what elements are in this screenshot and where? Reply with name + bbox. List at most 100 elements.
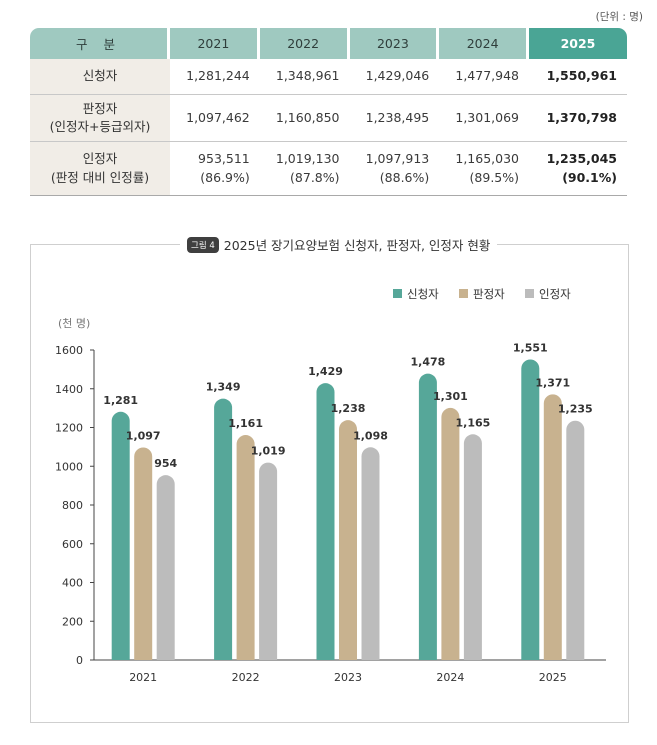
row-label: 인정자 (판정 대비 인정률) xyxy=(30,142,170,196)
table-cell: 953,511 (86.9%) xyxy=(170,142,260,196)
table-row: 신청자 1,281,244 1,348,961 1,429,046 1,477,… xyxy=(30,59,627,95)
table-cell: 1,550,961 xyxy=(529,59,627,95)
cell-value: 1,348,961 xyxy=(275,68,340,84)
table-cell: 1,477,948 xyxy=(439,59,529,95)
row-label-line: 신청자 xyxy=(82,68,118,84)
data-label: 1,281 xyxy=(103,394,138,407)
data-label: 1,429 xyxy=(308,365,343,378)
header-year: 2024 xyxy=(439,28,529,59)
cell-rate: (88.6%) xyxy=(379,169,430,185)
cell-value: 1,550,961 xyxy=(546,68,617,84)
y-axis-label: (천 명) xyxy=(58,316,90,330)
y-tick-label: 1000 xyxy=(55,460,83,473)
cell-value: 1,477,948 xyxy=(455,68,519,84)
bar-인정자-2021 xyxy=(156,475,175,660)
cell-rate: (86.9%) xyxy=(200,169,250,185)
header-year: 2021 xyxy=(170,28,260,59)
cell-value: 1,165,030 xyxy=(455,151,519,167)
bar-판정자-2024 xyxy=(441,407,460,660)
data-label: 1,097 xyxy=(126,429,161,442)
data-label: 1,019 xyxy=(251,445,286,458)
y-tick-label: 1600 xyxy=(55,344,83,357)
bar-판정자-2021 xyxy=(134,447,153,660)
cell-value: 953,511 xyxy=(198,151,250,167)
bar-인정자-2023 xyxy=(361,447,380,660)
bar-신청자-2025 xyxy=(521,359,540,660)
y-tick-label: 1400 xyxy=(55,383,83,396)
x-tick-label: 2021 xyxy=(129,671,157,684)
bar-인정자-2024 xyxy=(463,434,482,660)
data-label: 954 xyxy=(154,457,177,470)
row-label-line: 인정자 xyxy=(82,151,118,167)
data-label: 1,478 xyxy=(411,356,446,369)
data-label: 1,238 xyxy=(331,402,366,415)
bar-인정자-2022 xyxy=(259,462,278,660)
table-cell: 1,160,850 xyxy=(259,95,350,142)
table-row: 판정자 (인정자+등급외자) 1,097,462 1,160,850 1,238… xyxy=(30,95,627,142)
stats-table: 구 분 2021 2022 2023 2024 2025 신청자 1,281,2… xyxy=(30,28,627,196)
legend-swatch xyxy=(393,289,402,298)
y-tick-label: 800 xyxy=(62,499,83,512)
data-label: 1,098 xyxy=(353,429,388,442)
table-header-row: 구 분 2021 2022 2023 2024 2025 xyxy=(30,28,627,59)
cell-value: 1,097,462 xyxy=(186,109,250,125)
cell-value: 1,019,130 xyxy=(275,151,340,167)
table-cell: 1,019,130 (87.8%) xyxy=(259,142,350,196)
header-category: 구 분 xyxy=(30,28,170,59)
chart-title: 2025년 장기요양보험 신청자, 판정자, 인정자 현황 xyxy=(223,238,491,253)
table-cell: 1,238,495 xyxy=(349,95,440,142)
y-tick-label: 200 xyxy=(62,615,83,628)
row-label-subline: (판정 대비 인정률) xyxy=(50,169,150,185)
y-tick-label: 0 xyxy=(76,654,83,667)
x-tick-label: 2024 xyxy=(436,671,464,684)
data-label: 1,301 xyxy=(433,390,468,403)
cell-value: 1,097,913 xyxy=(365,151,430,167)
bar-판정자-2022 xyxy=(236,435,255,660)
cell-rate: (90.1%) xyxy=(562,169,617,185)
legend-label: 신청자 xyxy=(407,287,439,301)
bar-신청자-2023 xyxy=(316,383,335,660)
legend-swatch xyxy=(525,289,534,298)
bar-신청자-2024 xyxy=(418,373,437,660)
legend-label: 인정자 xyxy=(539,287,571,301)
data-label: 1,235 xyxy=(558,403,593,416)
row-label: 신청자 xyxy=(30,59,170,95)
cell-rate: (89.5%) xyxy=(469,169,519,185)
row-label-line: 판정자 xyxy=(82,100,118,116)
header-year-current: 2025 xyxy=(529,28,627,59)
x-tick-label: 2025 xyxy=(539,671,567,684)
bar-신청자-2021 xyxy=(111,411,130,660)
figure-caption: 그림 4 2025년 장기요양보험 신청자, 판정자, 인정자 현황 xyxy=(180,235,498,254)
table-cell: 1,097,913 (88.6%) xyxy=(349,142,440,196)
y-tick-label: 1200 xyxy=(55,422,83,435)
table-cell: 1,370,798 xyxy=(529,95,627,142)
bar-신청자-2022 xyxy=(214,398,233,660)
cell-value: 1,238,495 xyxy=(365,109,430,125)
data-label: 1,161 xyxy=(228,417,263,430)
x-tick-label: 2022 xyxy=(232,671,260,684)
table-cell: 1,429,046 xyxy=(349,59,440,95)
row-label: 판정자 (인정자+등급외자) xyxy=(30,95,170,142)
cell-value: 1,301,069 xyxy=(455,109,519,125)
y-tick-label: 600 xyxy=(62,538,83,551)
cell-value: 1,370,798 xyxy=(546,109,617,125)
table-cell: 1,097,462 xyxy=(170,95,260,142)
table-cell: 1,165,030 (89.5%) xyxy=(439,142,529,196)
table-row: 인정자 (판정 대비 인정률) 953,511 (86.9%) 1,019,130… xyxy=(30,142,627,196)
table-cell: 1,348,961 xyxy=(259,59,350,95)
cell-rate: (87.8%) xyxy=(290,169,340,185)
header-year: 2023 xyxy=(349,28,440,59)
header-year: 2022 xyxy=(259,28,350,59)
figure-tag: 그림 4 xyxy=(187,236,219,253)
legend-label: 판정자 xyxy=(473,287,505,301)
data-label: 1,349 xyxy=(206,381,241,394)
unit-note: (단위 : 명) xyxy=(595,11,643,23)
bar-판정자-2025 xyxy=(543,394,562,660)
data-label: 1,165 xyxy=(456,416,491,429)
row-label-subline: (인정자+등급외자) xyxy=(49,119,151,134)
y-tick-label: 400 xyxy=(62,577,83,590)
table-cell: 1,235,045 (90.1%) xyxy=(529,142,627,196)
legend-swatch xyxy=(459,289,468,298)
cell-value: 1,160,850 xyxy=(275,109,340,125)
